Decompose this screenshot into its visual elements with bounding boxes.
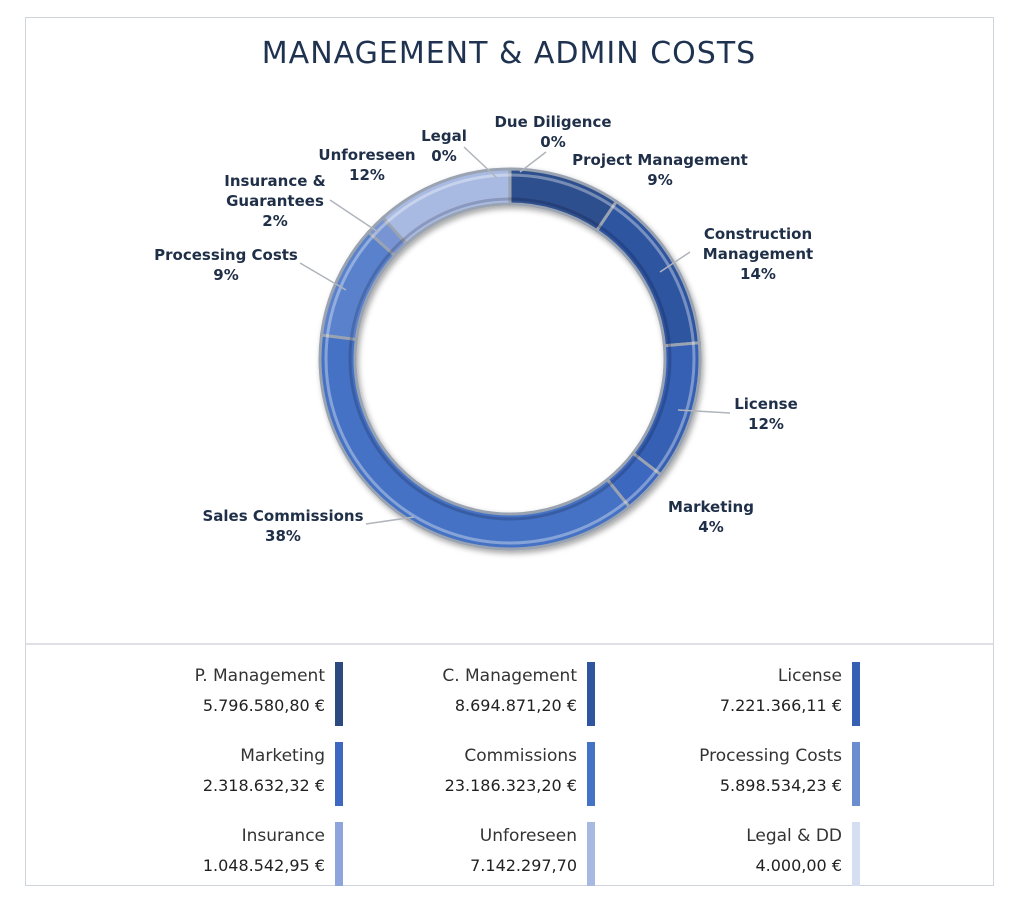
slice-processing-costs — [319, 230, 397, 342]
chart-frame — [25, 17, 994, 886]
kpi-color-bar — [852, 822, 860, 886]
data-label: License 12% — [734, 395, 798, 433]
kpi-label: Insurance — [241, 826, 325, 846]
kpi-value: 1.048.542,95 € — [202, 856, 325, 875]
kpi-label: Legal & DD — [746, 826, 842, 846]
leader-line — [659, 251, 691, 273]
kpi-label: Unforeseen — [479, 826, 577, 846]
kpi-card: C. Management 8.694.871,20 € — [325, 662, 595, 726]
kpi-value: 5.898.534,23 € — [719, 776, 842, 795]
leader-line — [299, 262, 347, 291]
kpi-color-bar — [335, 662, 343, 726]
kpi-color-bar — [852, 662, 860, 726]
kpi-label: License — [777, 666, 842, 686]
kpi-card: Commissions 23.186.323,20 € — [325, 742, 595, 806]
doughnut-ring — [318, 167, 702, 551]
data-label: Construction Management 14% — [703, 225, 813, 283]
kpi-label: Processing Costs — [699, 746, 842, 766]
leader-line — [463, 146, 498, 179]
chart-title: MANAGEMENT & ADMIN COSTS — [261, 36, 757, 71]
leader-line — [329, 199, 379, 233]
slice-unforeseen — [380, 167, 512, 246]
slice-construction-management — [594, 199, 701, 348]
data-label: Unforeseen 12% — [318, 146, 415, 184]
leader-line — [365, 516, 415, 525]
ring-inner-shade — [348, 197, 672, 521]
data-label: Due Diligence 0% — [494, 113, 611, 151]
kpi-color-bar — [587, 662, 595, 726]
data-label: Processing Costs 9% — [154, 246, 298, 284]
kpi-value: 7.142.297,70 — [470, 856, 577, 875]
ring-highlight — [324, 173, 696, 545]
kpi-value: 4.000,00 € — [755, 856, 842, 875]
kpi-card: Unforeseen 7.142.297,70 — [325, 822, 595, 886]
kpi-card: Insurance 1.048.542,95 € — [73, 822, 343, 886]
kpi-card: License 7.221.366,11 € — [590, 662, 860, 726]
kpi-value: 5.796.580,80 € — [202, 696, 325, 715]
data-label: Marketing 4% — [668, 498, 754, 536]
kpi-card: Legal & DD 4.000,00 € — [590, 822, 860, 886]
data-label: Sales Commissions 38% — [202, 507, 363, 545]
kpi-value: 23.186.323,20 € — [444, 776, 577, 795]
kpi-color-bar — [852, 742, 860, 806]
kpi-card: P. Management 5.796.580,80 € — [73, 662, 343, 726]
data-label: Insurance & Guarantees 2% — [224, 172, 325, 230]
kpi-label: Commissions — [464, 746, 577, 766]
kpi-color-bar — [587, 742, 595, 806]
kpi-label: C. Management — [442, 666, 577, 686]
kpi-card: Marketing 2.318.632,32 € — [73, 742, 343, 806]
kpi-value: 2.318.632,32 € — [202, 776, 325, 795]
data-label: Project Management 9% — [572, 151, 748, 189]
kpi-label: Marketing — [240, 746, 325, 766]
section-divider — [25, 622, 994, 646]
kpi-value: 8.694.871,20 € — [454, 696, 577, 715]
slice-sales-commissions — [318, 333, 632, 551]
kpi-color-bar — [587, 822, 595, 886]
kpi-color-bar — [335, 742, 343, 806]
doughnut-chart: Due Diligence 0%Project Management 9% Const… — [154, 113, 813, 551]
kpi-card: Processing Costs 5.898.534,23 € — [590, 742, 860, 806]
kpi-color-bar — [335, 822, 343, 886]
leader-line — [519, 151, 547, 173]
kpi-label: P. Management — [194, 666, 325, 686]
data-label: Legal 0% — [421, 127, 467, 165]
leader-line — [677, 409, 731, 414]
kpi-value: 7.221.366,11 € — [719, 696, 842, 715]
